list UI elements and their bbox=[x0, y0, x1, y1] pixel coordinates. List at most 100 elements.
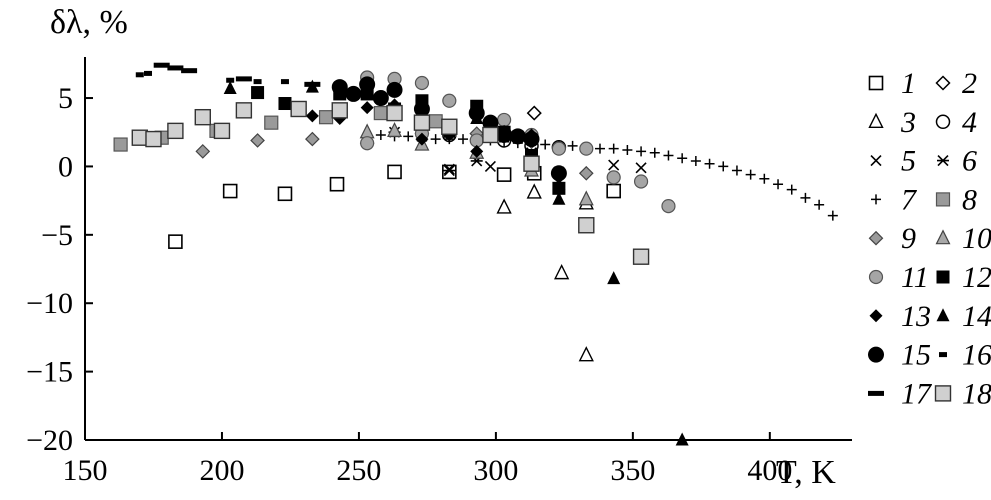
data-point-series-7 bbox=[663, 150, 674, 161]
y-tick-label: −20 bbox=[26, 424, 73, 457]
data-point-series-14 bbox=[675, 432, 689, 446]
legend-marker-14 bbox=[936, 308, 950, 322]
legend-marker-7 bbox=[871, 194, 881, 205]
data-point-series-7 bbox=[704, 158, 715, 169]
data-point-series-1 bbox=[387, 164, 402, 180]
legend-marker-5 bbox=[870, 155, 882, 167]
legend-marker-12 bbox=[936, 270, 950, 284]
data-point-series-18 bbox=[523, 155, 540, 172]
x-tick-label: 400 bbox=[747, 454, 792, 487]
data-point-series-11 bbox=[551, 141, 566, 156]
x-tick-label: 300 bbox=[473, 454, 518, 487]
data-point-series-11 bbox=[633, 174, 649, 189]
data-point-series-11 bbox=[360, 136, 375, 151]
data-point-series-18 bbox=[578, 217, 595, 234]
data-point-series-18 bbox=[145, 130, 162, 148]
legend-marker-10 bbox=[935, 229, 951, 245]
data-point-series-13 bbox=[415, 132, 429, 146]
data-point-series-7 bbox=[403, 131, 414, 142]
data-point-series-18 bbox=[413, 114, 431, 131]
data-point-series-18 bbox=[167, 122, 184, 140]
y-tick-label: −10 bbox=[26, 287, 73, 320]
data-point-series-12 bbox=[278, 97, 292, 111]
data-point-series-7 bbox=[375, 129, 386, 140]
data-point-series-1 bbox=[606, 183, 621, 199]
x-tick-label: 150 bbox=[63, 454, 108, 487]
data-point-series-16 bbox=[144, 70, 153, 76]
data-point-series-11 bbox=[414, 75, 430, 91]
y-tick-label: 5 bbox=[58, 82, 73, 115]
data-point-series-18 bbox=[290, 100, 307, 118]
data-point-series-17 bbox=[304, 81, 321, 87]
data-point-series-7 bbox=[608, 143, 619, 154]
data-point-series-16 bbox=[226, 77, 235, 83]
data-point-series-7 bbox=[773, 179, 784, 190]
x-tick-label: 350 bbox=[610, 454, 655, 487]
data-point-series-7 bbox=[636, 146, 647, 157]
legend-marker-17 bbox=[868, 390, 884, 396]
legend-label-2: 2 bbox=[962, 67, 977, 100]
data-point-series-13 bbox=[552, 183, 566, 197]
data-point-series-3 bbox=[526, 183, 542, 199]
data-point-series-11 bbox=[442, 93, 457, 108]
data-point-series-7 bbox=[814, 199, 825, 210]
data-point-series-7 bbox=[718, 161, 729, 172]
y-tick-label: −5 bbox=[41, 219, 73, 252]
legend-marker-6 bbox=[937, 155, 949, 167]
legend-marker-4 bbox=[935, 114, 951, 130]
data-point-series-1 bbox=[329, 176, 345, 192]
data-point-series-15 bbox=[345, 85, 362, 102]
legend-marker-1 bbox=[868, 75, 884, 91]
data-point-series-8 bbox=[428, 114, 443, 129]
data-point-series-7 bbox=[759, 173, 770, 184]
data-point-series-15 bbox=[386, 81, 403, 98]
legend-marker-18 bbox=[934, 385, 952, 402]
data-point-series-13 bbox=[360, 101, 374, 115]
data-point-series-8 bbox=[318, 110, 334, 125]
data-point-series-15 bbox=[509, 128, 526, 145]
data-point-series-17 bbox=[181, 68, 198, 74]
legend-label-18: 18 bbox=[962, 377, 991, 410]
legend-label-7: 7 bbox=[901, 183, 918, 216]
y-tick-label: 0 bbox=[58, 150, 73, 183]
data-point-series-7 bbox=[827, 210, 838, 221]
legend-label-16: 16 bbox=[962, 339, 991, 372]
data-point-series-7 bbox=[649, 147, 660, 158]
data-point-series-11 bbox=[606, 170, 621, 185]
data-point-series-15 bbox=[331, 79, 348, 96]
legend-label-1: 1 bbox=[901, 67, 916, 100]
data-point-series-5 bbox=[484, 160, 496, 172]
data-point-series-16 bbox=[135, 72, 144, 78]
data-point-series-18 bbox=[632, 248, 650, 265]
data-point-series-15 bbox=[496, 126, 513, 143]
data-point-series-17 bbox=[167, 65, 184, 71]
legend-label-10: 10 bbox=[962, 222, 991, 255]
legend-label-17: 17 bbox=[901, 377, 933, 410]
data-point-series-13 bbox=[470, 144, 484, 158]
data-point-series-18 bbox=[386, 104, 403, 122]
data-point-series-17 bbox=[235, 76, 252, 82]
x-axis-title: T, K bbox=[776, 454, 836, 491]
data-point-series-18 bbox=[331, 102, 348, 119]
data-point-series-1 bbox=[277, 186, 293, 202]
legend-marker-11 bbox=[868, 269, 884, 285]
data-point-series-18 bbox=[213, 122, 231, 140]
data-point-series-3 bbox=[578, 346, 594, 362]
data-point-series-10 bbox=[578, 190, 594, 206]
data-point-series-11 bbox=[661, 198, 676, 214]
y-axis-title: δλ, % bbox=[50, 4, 128, 41]
axes bbox=[84, 57, 852, 441]
legend-label-8: 8 bbox=[962, 183, 977, 216]
data-point-series-15 bbox=[523, 131, 540, 148]
data-point-series-18 bbox=[131, 129, 148, 146]
data-point-series-14 bbox=[223, 80, 237, 94]
data-point-series-7 bbox=[731, 165, 742, 176]
data-point-series-15 bbox=[359, 76, 376, 93]
data-point-series-7 bbox=[745, 169, 756, 180]
data-point-series-5 bbox=[443, 163, 455, 175]
data-point-series-13 bbox=[305, 109, 319, 123]
data-point-series-7 bbox=[567, 140, 578, 151]
ticks: 150 200 250 300 350 400 5 0 −5 −10 −15 −20 bbox=[26, 82, 792, 487]
data-point-series-3 bbox=[496, 198, 512, 214]
